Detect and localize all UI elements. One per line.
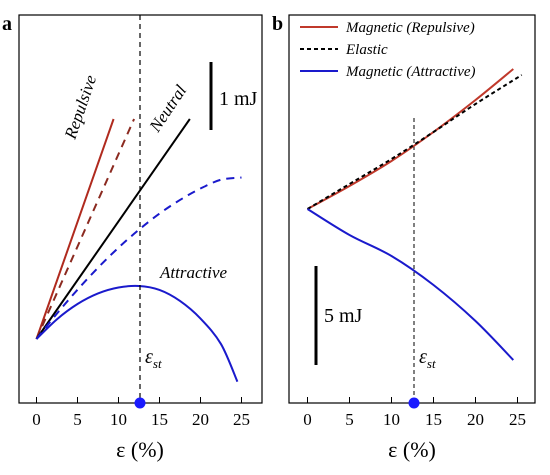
panel-b-lines	[306, 68, 523, 361]
x-tick-label: 0	[32, 410, 41, 429]
label-attractive: Attractive	[159, 263, 227, 282]
panel-b-marker-label: εst	[419, 346, 436, 371]
series-line-a-0	[35, 118, 115, 340]
legend-label-elastic: Elastic	[345, 42, 388, 58]
panel-b: b 0 5 10 15 20 25 5 mJ εst Magnetic (Repulsiv…	[272, 13, 536, 462]
series-line-a-2	[35, 118, 191, 340]
panel-a-marker-label: εst	[145, 346, 162, 371]
panel-a: a 0 5 10 15 20 25 1 mJ Repulsive Neutral Attr…	[2, 13, 263, 462]
panel-a-lines	[35, 118, 242, 383]
panel-b-marker-dot	[408, 397, 420, 409]
panel-a-x-ticks: 0 5 10 15 20 25	[32, 397, 250, 429]
series-line-b-2	[306, 208, 515, 361]
x-tick-label: 25	[509, 410, 526, 429]
panel-b-scale-bar-label: 5 mJ	[324, 305, 363, 327]
label-repulsive: Repulsive	[60, 72, 100, 142]
x-tick-label: 15	[425, 410, 442, 429]
panel-b-legend: Magnetic (Repulsive) Elastic Magnetic (A…	[300, 20, 476, 80]
x-tick-label: 0	[303, 410, 312, 429]
panel-b-letter: b	[272, 13, 283, 35]
series-line-b-0	[307, 68, 514, 210]
x-tick-label: 10	[110, 410, 127, 429]
x-tick-label: 20	[467, 410, 484, 429]
legend-label-attractive: Magnetic (Attractive)	[345, 64, 476, 80]
series-line-a-3	[35, 176, 242, 340]
series-line-a-1	[35, 118, 135, 340]
panel-a-letter: a	[2, 13, 12, 35]
x-tick-label: 20	[192, 410, 209, 429]
panel-a-x-label: ε (%)	[116, 437, 164, 462]
x-tick-label: 15	[151, 410, 168, 429]
x-tick-label: 5	[345, 410, 354, 429]
x-tick-label: 5	[73, 410, 82, 429]
x-tick-label: 25	[233, 410, 250, 429]
legend-label-repulsive: Magnetic (Repulsive)	[345, 20, 475, 36]
series-line-a-4	[35, 284, 239, 383]
panel-a-marker-dot	[134, 397, 146, 409]
panel-b-x-ticks: 0 5 10 15 20 25	[303, 397, 526, 429]
panel-a-scale-bar-label: 1 mJ	[219, 88, 258, 110]
series-line-b-1	[306, 74, 523, 210]
x-tick-label: 10	[383, 410, 400, 429]
panel-b-x-label: ε (%)	[388, 437, 436, 462]
